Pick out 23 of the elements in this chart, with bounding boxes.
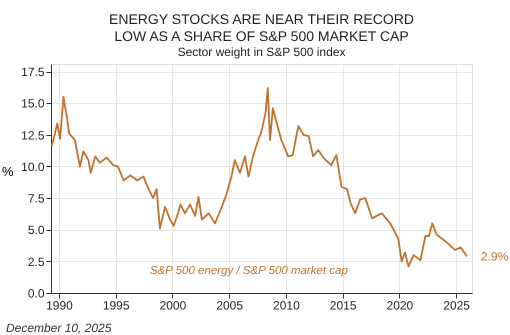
chart-title: ENERGY STOCKS ARE NEAR THEIR RECORD LOW AS A SHARE OF S&P 500 MARKET CAP (109, 11, 414, 44)
x-tick-label: 2000 (160, 298, 187, 312)
annotation: 2.9% (480, 249, 509, 264)
y-tick-label: 2.5 (28, 254, 45, 269)
y-axis-title: % (2, 164, 14, 179)
y-tick-label: 7.5 (28, 192, 45, 206)
line-series (50, 87, 468, 268)
y-tick-label: 15.0 (21, 96, 45, 111)
x-tick-label: 2010 (273, 298, 300, 312)
y-tick-label: 10.0 (21, 160, 45, 174)
x-tick-label: 1995 (102, 298, 130, 312)
chart-subtitle: Sector weight in S&P 500 index (178, 45, 346, 59)
x-tick-label: 2025 (443, 298, 470, 312)
y-tick-label: 5.0 (28, 223, 45, 238)
y-tick-label: 17.5 (21, 65, 45, 80)
x-tick-label: 2020 (386, 298, 414, 312)
x-tick-label: 2015 (330, 298, 357, 312)
x-tick-label: 2005 (216, 298, 244, 312)
y-tick-label: 12.5 (21, 128, 45, 142)
text: December 10, 2025 (6, 321, 112, 335)
text: S&P 500 energy / S&P 500 market cap (150, 265, 348, 277)
x-tick-label: 1990 (46, 298, 74, 312)
y-tick-label: 0.0 (28, 286, 45, 300)
